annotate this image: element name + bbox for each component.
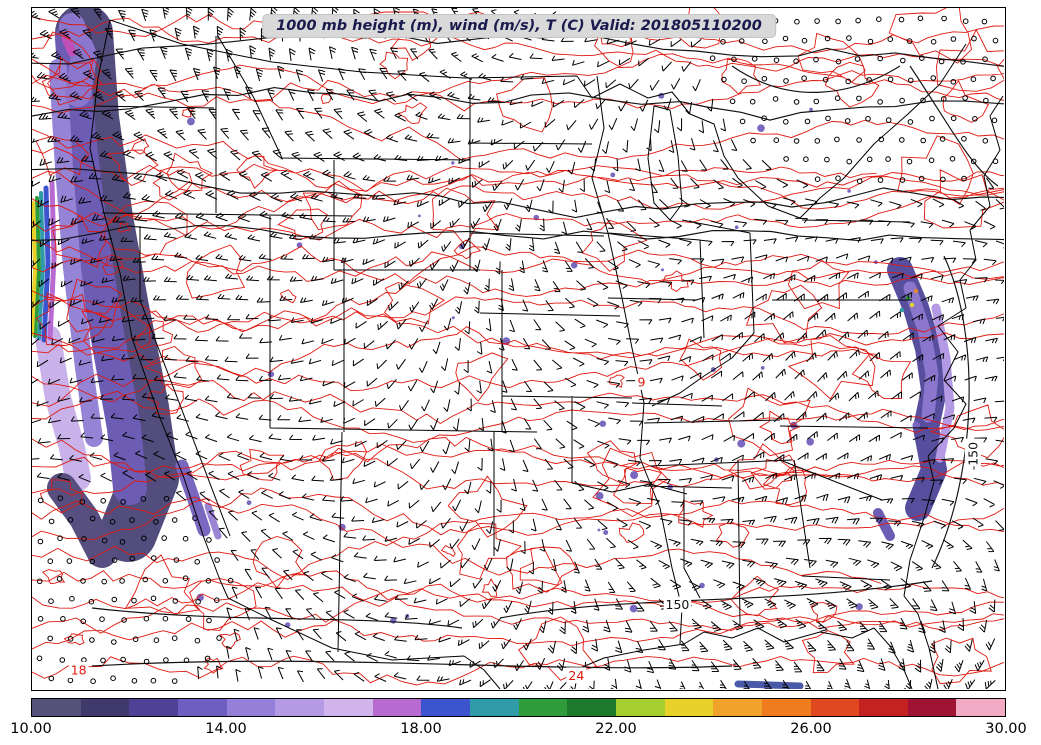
colorbar-segment: [372, 699, 422, 716]
contour-label: -150: [964, 438, 981, 474]
colorbar-segment: [469, 699, 519, 716]
temperature-contour-layer: [32, 8, 1004, 686]
map-canvas: 18 24 9 150 -150: [32, 8, 1004, 689]
contour-label: 150: [663, 596, 692, 613]
colorbar-tick-label: 10.00: [10, 721, 52, 737]
svg-text:-150: -150: [965, 442, 980, 470]
colorbar-tick-label: 14.00: [205, 721, 247, 737]
colorbar-segment: [518, 699, 568, 716]
colorbar-segment: [275, 699, 324, 716]
contour-label: 18: [68, 661, 89, 678]
colorbar-segment: [907, 699, 957, 716]
colorbar-segment: [323, 699, 373, 716]
colorbar-tick-label: 22.00: [595, 721, 637, 737]
colorbar-tick-label: 26.00: [790, 721, 832, 737]
svg-text:24: 24: [568, 668, 584, 683]
colorbar-segment: [421, 699, 470, 716]
colorbar-segment: [177, 699, 227, 716]
colorbar-tick-label: 18.00: [400, 721, 442, 737]
wind-barb-layer: [32, 8, 1004, 689]
colorbar-tick-label: 30.00: [985, 721, 1027, 737]
colorbar-segment: [615, 699, 665, 716]
contour-label: 24: [566, 667, 587, 684]
colorbar-ticks: 10.00 14.00 18.00 22.00 26.00 30.00: [10, 721, 1027, 741]
colorbar-segment: [129, 699, 178, 716]
colorbar-segment: [32, 699, 81, 716]
svg-text:9: 9: [637, 374, 645, 389]
svg-text:150: 150: [665, 597, 689, 612]
colorbar-segment: [810, 699, 860, 716]
colorbar-segment: [664, 699, 714, 716]
svg-text:18: 18: [71, 662, 87, 677]
colorbar-segment: [226, 699, 276, 716]
colorbar: [31, 698, 1006, 717]
plot-title: 1000 mb height (m), wind (m/s), T (C) Va…: [262, 14, 776, 38]
colorbar-segment: [80, 699, 130, 716]
colorbar-segment: [859, 699, 908, 716]
colorbar-segment: [713, 699, 762, 716]
colorbar-segment: [567, 699, 616, 716]
colorbar-segment: [956, 699, 1006, 716]
contour-label: 9: [635, 373, 648, 390]
map-frame: 18 24 9 150 -150: [31, 7, 1006, 691]
contour-label-layer: 18 24 9 150 -150: [68, 373, 981, 684]
colorbar-segment: [761, 699, 811, 716]
